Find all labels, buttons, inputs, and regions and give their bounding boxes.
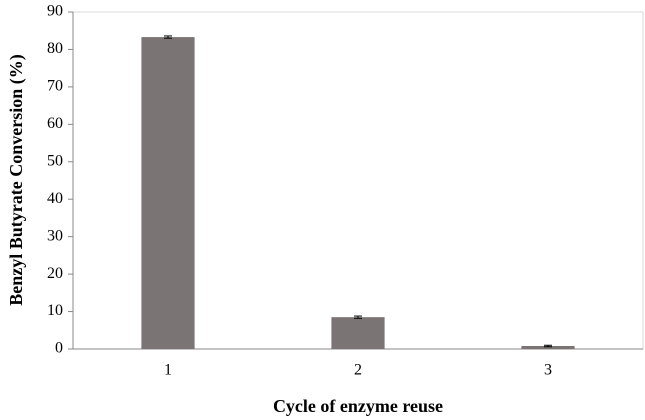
y-tick-label: 60 [47, 115, 63, 132]
y-tick-label: 70 [47, 78, 63, 95]
y-tick-label: 0 [55, 340, 63, 357]
x-axis-title: Cycle of enzyme reuse [273, 396, 443, 416]
bar [521, 346, 575, 349]
bar [141, 37, 195, 350]
x-tick-label: 2 [354, 362, 362, 379]
y-tick-label: 50 [47, 152, 63, 169]
bar [331, 317, 385, 349]
y-tick-label: 80 [47, 40, 63, 57]
y-tick-label: 20 [47, 265, 63, 282]
y-tick-label: 40 [47, 190, 63, 207]
y-axis-title: Benzyl Butyrate Conversion (%) [6, 54, 27, 305]
y-tick-label: 10 [47, 302, 63, 319]
x-tick-label: 3 [544, 362, 552, 379]
y-tick-label: 90 [47, 3, 63, 20]
x-tick-label: 1 [164, 362, 172, 379]
y-tick-label: 30 [47, 227, 63, 244]
